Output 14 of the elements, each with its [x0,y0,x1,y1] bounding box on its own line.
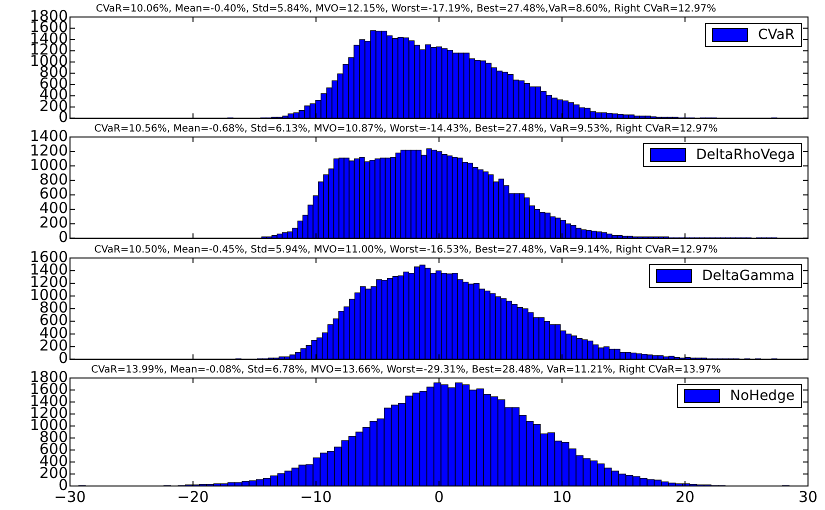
x-tick-label: 10 [552,488,572,506]
legend-label: DeltaRhoVega [696,147,796,163]
chart-title: CVaR=10.50%, Mean=-0.45%, Std=5.94%, MVO=11.00%, Worst=-16.53%, Best=27.48%, VaR=9.14%, Right CVaR=12.97% [94,244,718,256]
x-tick-label: −20 [177,488,209,506]
legend-label: NoHedge [730,388,795,404]
legend-label: CVaR [758,27,795,43]
x-tick-label: 30 [798,488,818,506]
x-tick-label: 0 [434,488,444,506]
chart-title: CVaR=13.99%, Mean=-0.08%, Std=6.78%, MVO=13.66%, Worst=-29.31%, Best=28.48%, VaR=11.21%, Right CVaR=13.97% [91,364,721,376]
chart-title: CVaR=10.06%, Mean=-0.40%, Std=5.84%, MVO=12.15%, Worst=-17.19%, Best=27.48%,VaR=8.60%, Right CVaR=12.97% [96,4,716,15]
x-tick-label: −10 [300,488,332,506]
legend-label: DeltaGamma [702,268,795,284]
x-tick-label: 20 [675,488,695,506]
chart-title: CVaR=10.56%, Mean=-0.68%, Std=6.13%, MVO=10.87%, Worst=-14.43%, Best=27.48%, VaR=9.53%, Right CVaR=12.97% [94,124,718,135]
